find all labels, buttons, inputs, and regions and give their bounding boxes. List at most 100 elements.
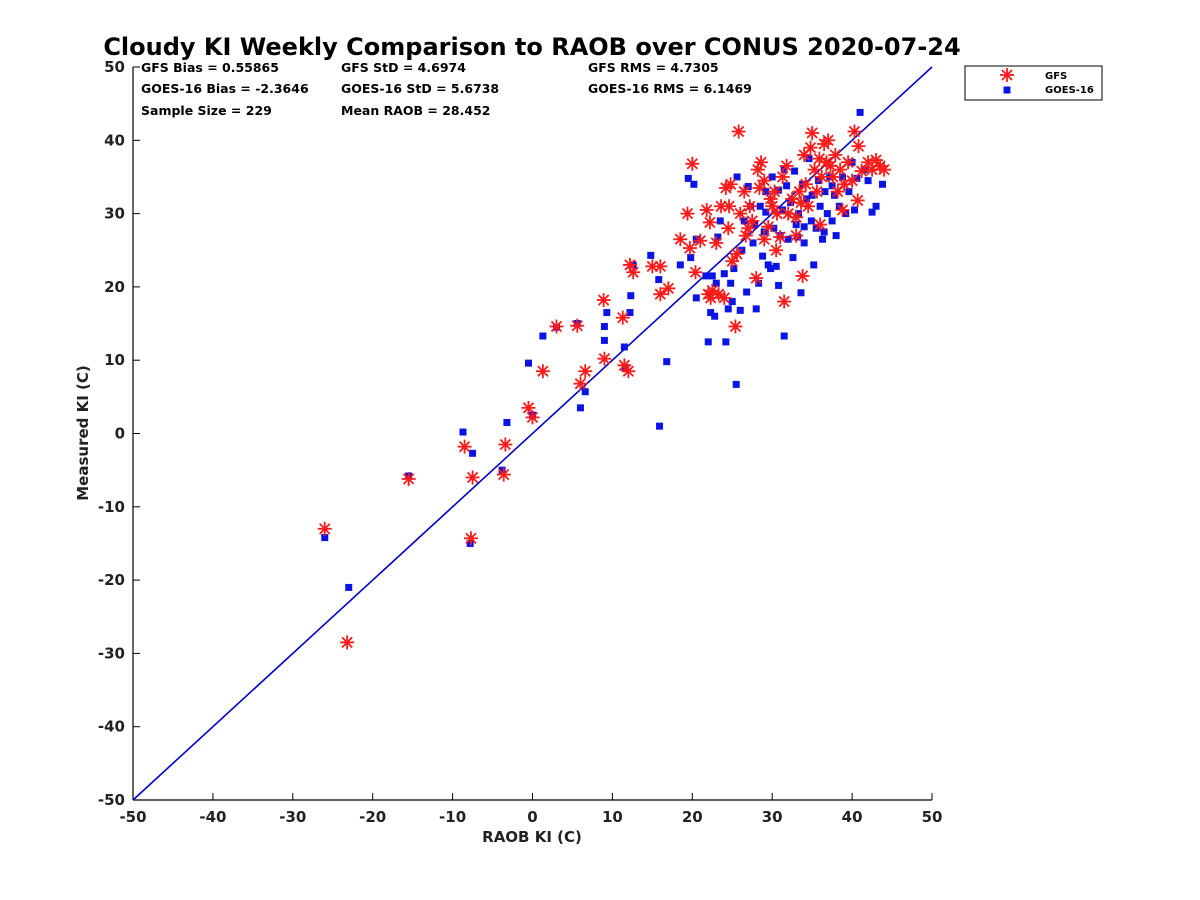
goes16-point: [800, 223, 808, 231]
gfs-point: [765, 199, 780, 214]
y-tick-label: 10: [104, 351, 125, 369]
gfs-point: [738, 228, 753, 243]
goes16-point: [743, 288, 751, 296]
goes16-point: [728, 298, 736, 306]
gfs-point: [340, 635, 355, 650]
gfs-point: [752, 180, 767, 195]
x-tick-label: 20: [682, 808, 703, 826]
gfs-point: [757, 173, 772, 188]
stat-text: GFS StD = 4.6974: [341, 60, 466, 75]
gfs-point: [463, 531, 478, 546]
gfs-point: [798, 177, 813, 192]
legend-gfs-symbol: [1000, 68, 1014, 82]
gfs-point: [596, 293, 611, 308]
goes16-point: [459, 428, 467, 436]
gfs-point: [773, 230, 788, 245]
y-tick-label: -20: [98, 571, 125, 589]
gfs-point: [814, 169, 829, 184]
gfs-point: [803, 140, 818, 155]
gfs-point: [597, 351, 612, 366]
x-tick-label: 30: [762, 808, 783, 826]
goes16-point: [791, 167, 799, 175]
gfs-point: [809, 184, 824, 199]
goes16-point: [783, 182, 791, 190]
goes16-point: [864, 177, 872, 185]
goes16-point: [810, 261, 818, 269]
goes16-point: [868, 208, 876, 216]
goes16-point: [730, 265, 738, 273]
goes16-point: [819, 235, 827, 243]
gfs-point: [789, 210, 804, 225]
gfs-point: [754, 155, 769, 170]
goes16-point: [770, 224, 778, 232]
gfs-point: [680, 206, 695, 221]
goes16-point: [752, 305, 760, 313]
gfs-point: [578, 364, 593, 379]
goes16-point: [692, 235, 700, 243]
goes16-point: [733, 173, 741, 181]
goes16-point: [687, 254, 695, 262]
goes16-point: [603, 309, 611, 317]
goes16-point: [756, 202, 764, 210]
gfs-point: [626, 265, 641, 280]
y-ticks: 50 40 30 20 10 0 -10 -20 -30 -40 -50: [98, 58, 140, 809]
x-tick-label: 50: [922, 808, 943, 826]
gfs-point: [777, 294, 792, 309]
goes16-point: [714, 233, 722, 241]
goes16-point: [720, 270, 728, 278]
gfs-point: [496, 467, 511, 482]
goes16-point: [722, 338, 730, 346]
gfs-point: [728, 319, 743, 334]
gfs-point: [851, 139, 866, 154]
goes16-point: [684, 174, 692, 182]
goes16-point: [627, 292, 635, 300]
gfs-point: [835, 202, 850, 217]
gfs-point: [525, 410, 540, 425]
goes16-point: [732, 380, 740, 388]
gfs-point: [845, 173, 860, 188]
gfs-point: [457, 439, 472, 454]
gfs-point: [688, 265, 703, 280]
x-tick-label: -20: [359, 808, 386, 826]
gfs-point: [793, 195, 808, 210]
goes16-point: [656, 422, 664, 430]
gfs-point: [673, 232, 688, 247]
gfs-point: [317, 521, 332, 536]
legend-goes16-label: GOES-16: [1045, 85, 1094, 96]
goes16-point: [823, 210, 831, 218]
goes16-point: [712, 279, 720, 287]
goes16-point: [345, 583, 353, 591]
legend-goes16-symbol: [1003, 86, 1011, 94]
x-axis-label: RAOB KI (C): [482, 828, 582, 846]
statistics-block: GFS Bias = 0.55865 GFS StD = 4.6974 GFS RM…: [141, 60, 752, 118]
goes16-point: [727, 279, 735, 287]
goes16-point: [676, 261, 684, 269]
gfs-point: [841, 155, 856, 170]
y-tick-label: 0: [115, 425, 125, 443]
gfs-point: [805, 125, 820, 140]
gfs-point: [401, 471, 416, 486]
goes16-point: [800, 239, 808, 247]
gfs-point: [570, 318, 585, 333]
gfs-point: [722, 199, 737, 214]
legend: GFS GOES-16: [964, 65, 1103, 101]
stat-text: GFS Bias = 0.55865: [141, 60, 279, 75]
goes16-point: [775, 281, 783, 289]
goes16-point: [707, 309, 715, 317]
goes16-point: [702, 272, 710, 280]
goes16-point: [845, 188, 853, 196]
y-tick-label: 50: [104, 58, 125, 76]
goes16-point: [779, 206, 787, 214]
goes16-point: [755, 279, 763, 287]
goes16-point: [850, 206, 858, 214]
gfs-point: [699, 202, 714, 217]
gfs-point: [742, 199, 757, 214]
goes16-point: [576, 404, 584, 412]
x-tick-label: -30: [279, 808, 306, 826]
gfs-point: [549, 319, 564, 334]
x-tick-label: -50: [119, 808, 146, 826]
goes16-point: [708, 272, 716, 280]
goes16-point: [759, 252, 767, 260]
goes16-point: [772, 262, 780, 270]
chart-title: Cloudy KI Weekly Comparison to RAOB over…: [103, 33, 960, 61]
